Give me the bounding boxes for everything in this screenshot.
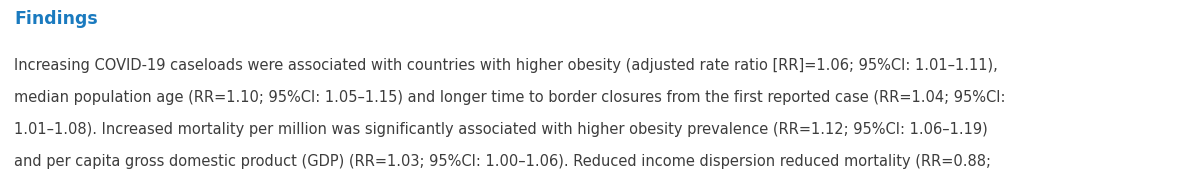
Text: Increasing COVID-19 caseloads were associated with countries with higher obesity: Increasing COVID-19 caseloads were assoc… [14,58,998,73]
Text: Findings: Findings [14,10,98,28]
Text: median population age (RR=1.10; 95%CI: 1.05–1.15) and longer time to border clos: median population age (RR=1.10; 95%CI: 1… [14,90,1006,105]
Text: and per capita gross domestic product (GDP) (RR=1.03; 95%CI: 1.00–1.06). Reduced: and per capita gross domestic product (G… [14,154,991,169]
Text: 1.01–1.08). Increased mortality per million was significantly associated with hi: 1.01–1.08). Increased mortality per mill… [14,122,988,137]
